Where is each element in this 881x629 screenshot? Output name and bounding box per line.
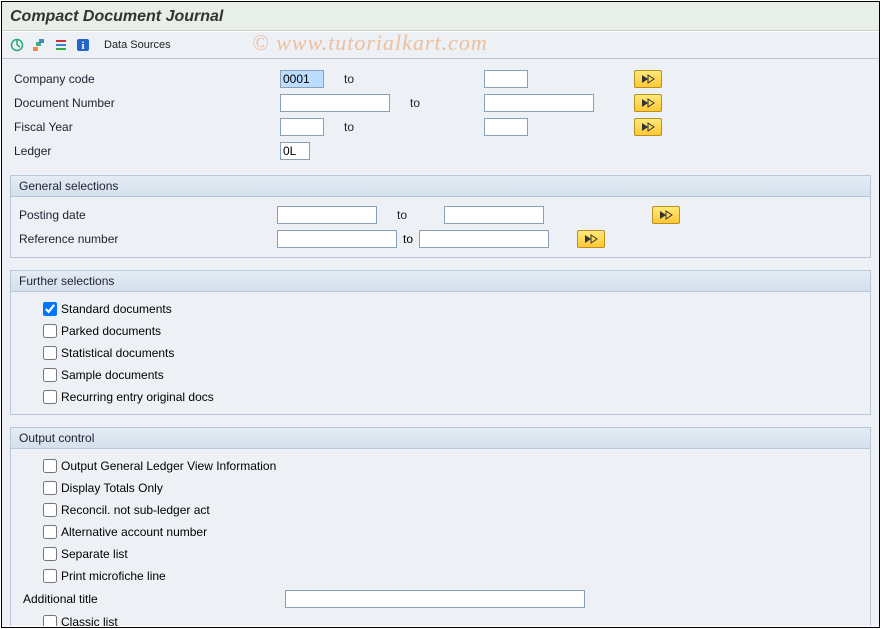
row-additional-title: Additional title — [15, 587, 866, 611]
company-code-to-input[interactable] — [484, 70, 528, 88]
toolbar: i Data Sources — [2, 31, 879, 59]
group-header-general: General selections — [11, 176, 870, 197]
row-reference-number: Reference number to — [15, 227, 866, 251]
page-title: Compact Document Journal — [10, 8, 223, 25]
group-header-output: Output control — [11, 428, 870, 449]
posting-date-label: Posting date — [15, 208, 277, 222]
info-icon[interactable]: i — [74, 36, 92, 54]
additional-title-input[interactable] — [285, 590, 585, 608]
checkbox-classic-list[interactable] — [43, 615, 57, 626]
output-control-item: Display Totals Only — [15, 477, 866, 499]
checkbox-label: Standard documents — [61, 302, 172, 316]
checkbox-label: Reconcil. not sub-ledger act — [61, 503, 210, 517]
row-posting-date: Posting date to — [15, 203, 866, 227]
checkbox-label: Print microfiche line — [61, 569, 166, 583]
document-number-to-input[interactable] — [484, 94, 594, 112]
checkbox-recurring-entry-original-docs[interactable] — [43, 390, 57, 404]
fiscal-year-label: Fiscal Year — [10, 120, 280, 134]
checkbox-output-general-ledger-view-information[interactable] — [43, 459, 57, 473]
ledger-input[interactable] — [280, 142, 310, 160]
content-area: Company code to Document Number to Fisca… — [2, 59, 879, 626]
checkbox-print-microfiche-line[interactable] — [43, 569, 57, 583]
data-sources-label[interactable]: Data Sources — [104, 39, 171, 51]
checkbox-label: Display Totals Only — [61, 481, 163, 495]
row-ledger: Ledger — [10, 139, 871, 163]
multi-select-document-number[interactable] — [634, 94, 662, 112]
group-further-selections: Further selections Standard documents Par… — [10, 270, 871, 415]
output-control-item: Output General Ledger View Information — [15, 455, 866, 477]
posting-date-from-input[interactable] — [277, 206, 377, 224]
multi-select-company-code[interactable] — [634, 70, 662, 88]
basic-selection-block: Company code to Document Number to Fisca… — [10, 67, 871, 163]
ledger-label: Ledger — [10, 144, 280, 158]
variant-icon[interactable] — [30, 36, 48, 54]
checkbox-statistical-documents[interactable] — [43, 346, 57, 360]
checkbox-label: Classic list — [61, 615, 118, 626]
output-control-item: Classic list — [15, 611, 866, 626]
checkbox-label: Recurring entry original docs — [61, 390, 214, 404]
checkbox-separate-list[interactable] — [43, 547, 57, 561]
checkbox-label: Parked documents — [61, 324, 161, 338]
document-number-from-input[interactable] — [280, 94, 390, 112]
company-code-label: Company code — [10, 72, 280, 86]
checkbox-sample-documents[interactable] — [43, 368, 57, 382]
output-control-item: Print microfiche line — [15, 565, 866, 587]
checkbox-reconcil-not-sub-ledger-act[interactable] — [43, 503, 57, 517]
reference-number-to-input[interactable] — [419, 230, 549, 248]
multi-select-posting-date[interactable] — [652, 206, 680, 224]
further-selection-item: Parked documents — [15, 320, 866, 342]
company-code-from-input[interactable] — [280, 70, 324, 88]
multi-select-fiscal-year[interactable] — [634, 118, 662, 136]
checkbox-alternative-account-number[interactable] — [43, 525, 57, 539]
checkbox-label: Separate list — [61, 547, 128, 561]
list-icon[interactable] — [52, 36, 70, 54]
fiscal-year-to-input[interactable] — [484, 118, 528, 136]
to-label: to — [397, 232, 419, 246]
to-label: to — [324, 72, 484, 86]
row-document-number: Document Number to — [10, 91, 871, 115]
further-selection-item: Statistical documents — [15, 342, 866, 364]
checkbox-display-totals-only[interactable] — [43, 481, 57, 495]
further-selection-item: Sample documents — [15, 364, 866, 386]
reference-number-from-input[interactable] — [277, 230, 397, 248]
posting-date-to-input[interactable] — [444, 206, 544, 224]
group-general-selections: General selections Posting date to Refer… — [10, 175, 871, 258]
further-selection-item: Standard documents — [15, 298, 866, 320]
further-selection-item: Recurring entry original docs — [15, 386, 866, 408]
to-label: to — [390, 96, 484, 110]
output-control-item: Separate list — [15, 543, 866, 565]
execute-icon[interactable] — [8, 36, 26, 54]
document-number-label: Document Number — [10, 96, 280, 110]
row-company-code: Company code to — [10, 67, 871, 91]
to-label: to — [324, 120, 484, 134]
additional-title-label: Additional title — [23, 592, 285, 606]
reference-number-label: Reference number — [15, 232, 277, 246]
group-header-further: Further selections — [11, 271, 870, 292]
checkbox-label: Alternative account number — [61, 525, 207, 539]
fiscal-year-from-input[interactable] — [280, 118, 324, 136]
checkbox-label: Output General Ledger View Information — [61, 459, 276, 473]
group-output-control: Output control Output General Ledger Vie… — [10, 427, 871, 626]
checkbox-parked-documents[interactable] — [43, 324, 57, 338]
checkbox-label: Statistical documents — [61, 346, 174, 360]
output-control-item: Alternative account number — [15, 521, 866, 543]
multi-select-reference-number[interactable] — [577, 230, 605, 248]
checkbox-standard-documents[interactable] — [43, 302, 57, 316]
to-label: to — [377, 208, 444, 222]
title-bar: Compact Document Journal — [2, 2, 879, 31]
output-control-item: Reconcil. not sub-ledger act — [15, 499, 866, 521]
svg-text:i: i — [81, 40, 84, 52]
checkbox-label: Sample documents — [61, 368, 164, 382]
row-fiscal-year: Fiscal Year to — [10, 115, 871, 139]
